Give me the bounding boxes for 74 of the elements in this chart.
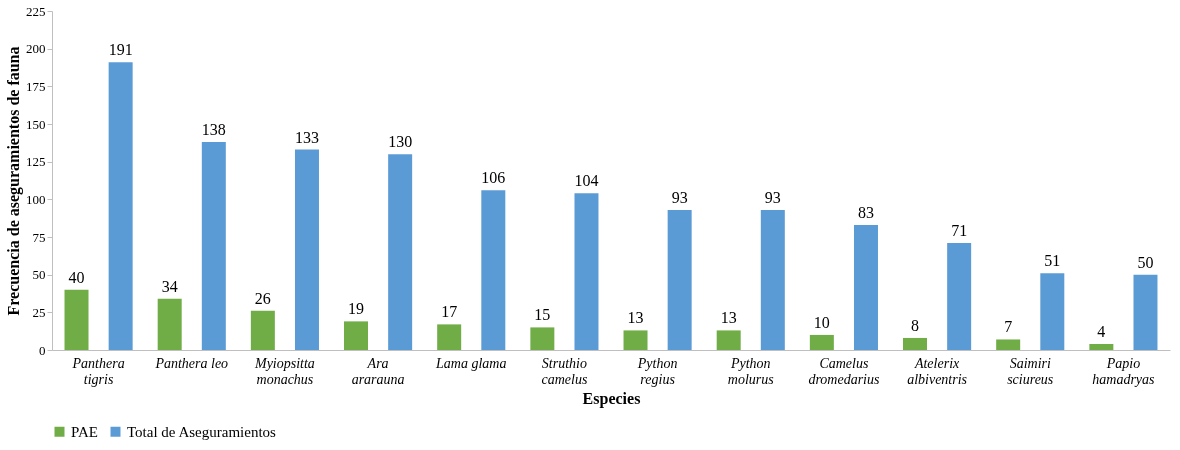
bar: [344, 321, 369, 350]
bar: [1040, 273, 1065, 350]
data-label: 40: [68, 268, 85, 286]
x-tick-label: Panthera leo: [154, 355, 229, 371]
bar: [1089, 343, 1114, 350]
bar: [157, 298, 182, 350]
bar: [809, 334, 834, 350]
data-label: 93: [764, 188, 781, 206]
bar: [388, 154, 413, 350]
y-tick-label: 25: [32, 304, 46, 320]
bar: [574, 193, 599, 350]
bar: [623, 330, 648, 350]
x-tick-label: Python molurus: [727, 355, 775, 387]
x-axis-title: Especies: [582, 389, 641, 408]
y-tick-label: 200: [26, 41, 46, 57]
y-tick-label: 100: [26, 191, 46, 207]
y-tick-label: 175: [26, 78, 46, 94]
data-label: 191: [108, 41, 133, 59]
x-tick-label: Struthio camelus: [541, 355, 588, 387]
bar: [250, 310, 275, 350]
x-tick-label: Lama glama: [435, 355, 507, 371]
legend-label: Total de Aseguramientos: [127, 423, 277, 440]
legend-label: PAE: [71, 423, 98, 440]
data-label: 13: [627, 309, 644, 327]
bar: [996, 339, 1021, 350]
bar: [1133, 274, 1158, 350]
x-tick-label: Atelerix albiventris: [907, 355, 968, 387]
data-label: 104: [574, 172, 599, 190]
data-label: 130: [388, 133, 413, 151]
data-label: 71: [951, 222, 968, 240]
bar: [947, 243, 972, 350]
y-tick-label: 125: [26, 154, 46, 170]
x-tick-label: Saimiri sciureus: [1007, 355, 1054, 387]
bar: [64, 289, 89, 350]
data-label: 8: [911, 316, 920, 334]
bar: [481, 190, 506, 350]
y-axis-title: Frecuencia de aseguramientos de fauna: [5, 46, 23, 316]
bar: [201, 142, 226, 350]
bar: [294, 149, 319, 350]
data-label: 15: [534, 306, 551, 324]
bar: [667, 209, 692, 350]
bar: [437, 324, 462, 350]
data-label: 106: [481, 169, 506, 187]
x-tick-label: Python regius: [636, 355, 678, 387]
x-tick-label: Camelus dromedarius: [808, 355, 880, 387]
x-tick-label: Papio hamadryas: [1092, 355, 1156, 387]
data-label: 7: [1004, 318, 1013, 336]
bar: [853, 224, 878, 350]
data-label: 13: [720, 309, 737, 327]
y-tick-label: 150: [26, 116, 46, 132]
x-tick-label: Ara ararauna: [351, 355, 405, 387]
data-label: 4: [1097, 322, 1106, 340]
data-label: 51: [1044, 252, 1061, 270]
data-label: 17: [441, 303, 458, 321]
y-tick-label: 75: [32, 229, 46, 245]
bar: [760, 209, 785, 350]
data-label: 50: [1137, 253, 1154, 271]
data-label: 19: [348, 300, 365, 318]
y-tick-label: 50: [32, 267, 46, 283]
data-label: 133: [294, 128, 319, 146]
data-label: 138: [201, 121, 226, 139]
x-tick-label: Panthera tigris: [71, 355, 125, 387]
bar: [903, 337, 928, 350]
y-tick-label: 225: [26, 3, 46, 19]
data-label: 93: [671, 188, 688, 206]
x-tick-label: Myiopsitta monachus: [253, 355, 315, 387]
bar: [108, 62, 133, 350]
bar: [530, 327, 555, 350]
bar: [716, 330, 741, 350]
data-label: 26: [254, 289, 271, 307]
data-label: 10: [813, 313, 830, 331]
data-label: 83: [857, 203, 874, 221]
y-tick-label: 0: [39, 342, 46, 358]
data-label: 34: [161, 277, 178, 295]
